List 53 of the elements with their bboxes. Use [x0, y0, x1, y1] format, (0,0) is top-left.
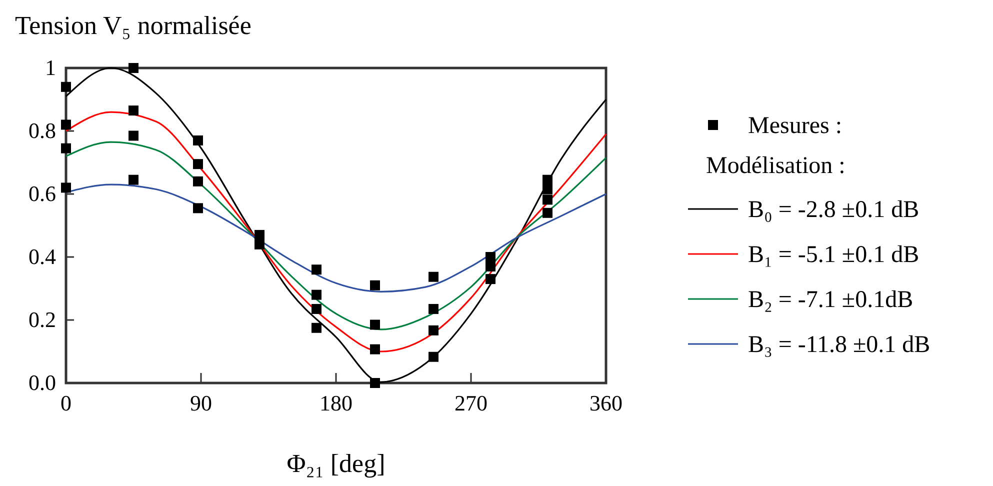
point [542, 174, 552, 185]
legend-title: Modélisation : [706, 153, 846, 179]
point [428, 272, 438, 282]
point [254, 230, 264, 240]
point [128, 130, 138, 141]
x-axis-title: Φ₂₁ [deg] [286, 449, 386, 478]
x-tick-label: 360 [590, 390, 622, 416]
point [193, 176, 203, 186]
point [428, 352, 438, 362]
x-tick-label: 90 [190, 390, 212, 416]
point [193, 135, 203, 146]
legend-label: B₂ = -7.1 ±0.1dB [748, 287, 914, 313]
point [370, 378, 380, 388]
y-tick-label: 0.6 [28, 181, 56, 206]
legend-label: B₁ = -5.1 ±0.1 dB [748, 242, 920, 268]
line-series [65, 141, 607, 330]
point [542, 208, 552, 218]
point [542, 184, 552, 194]
y-tick-label: 1 [45, 55, 56, 80]
point [128, 174, 138, 185]
point [128, 106, 138, 116]
point [61, 82, 71, 92]
point [428, 325, 438, 336]
point [486, 261, 496, 272]
point [370, 320, 380, 330]
point [312, 290, 322, 300]
point [312, 304, 322, 314]
point [370, 344, 380, 354]
point [542, 194, 552, 205]
point [61, 182, 71, 193]
point [128, 63, 138, 73]
y-tick-label: 0.4 [28, 244, 56, 270]
x-tick-label: 0 [60, 390, 72, 416]
point [193, 159, 203, 170]
x-tick-label: 180 [320, 390, 352, 416]
point [428, 304, 438, 314]
chart-title: Tension V₅ normalisée [15, 11, 252, 40]
point [312, 322, 322, 333]
legend-label: B₀ = -2.8 ±0.1 dB [748, 197, 920, 223]
point [486, 274, 496, 284]
legend-label: B₃ = -11.8 ±0.1 dB [748, 332, 930, 358]
y-tick-label: 0.0 [28, 370, 56, 396]
point [486, 252, 496, 262]
point [61, 120, 71, 130]
y-tick-label: 0.2 [28, 307, 56, 332]
point [254, 239, 264, 250]
point [193, 203, 203, 214]
x-tick-label: 270 [454, 390, 488, 416]
legend-label: Mesures : [748, 113, 842, 139]
point [312, 264, 322, 275]
y-tick-label: 0.8 [28, 118, 56, 144]
point [370, 280, 380, 290]
point [61, 143, 71, 154]
